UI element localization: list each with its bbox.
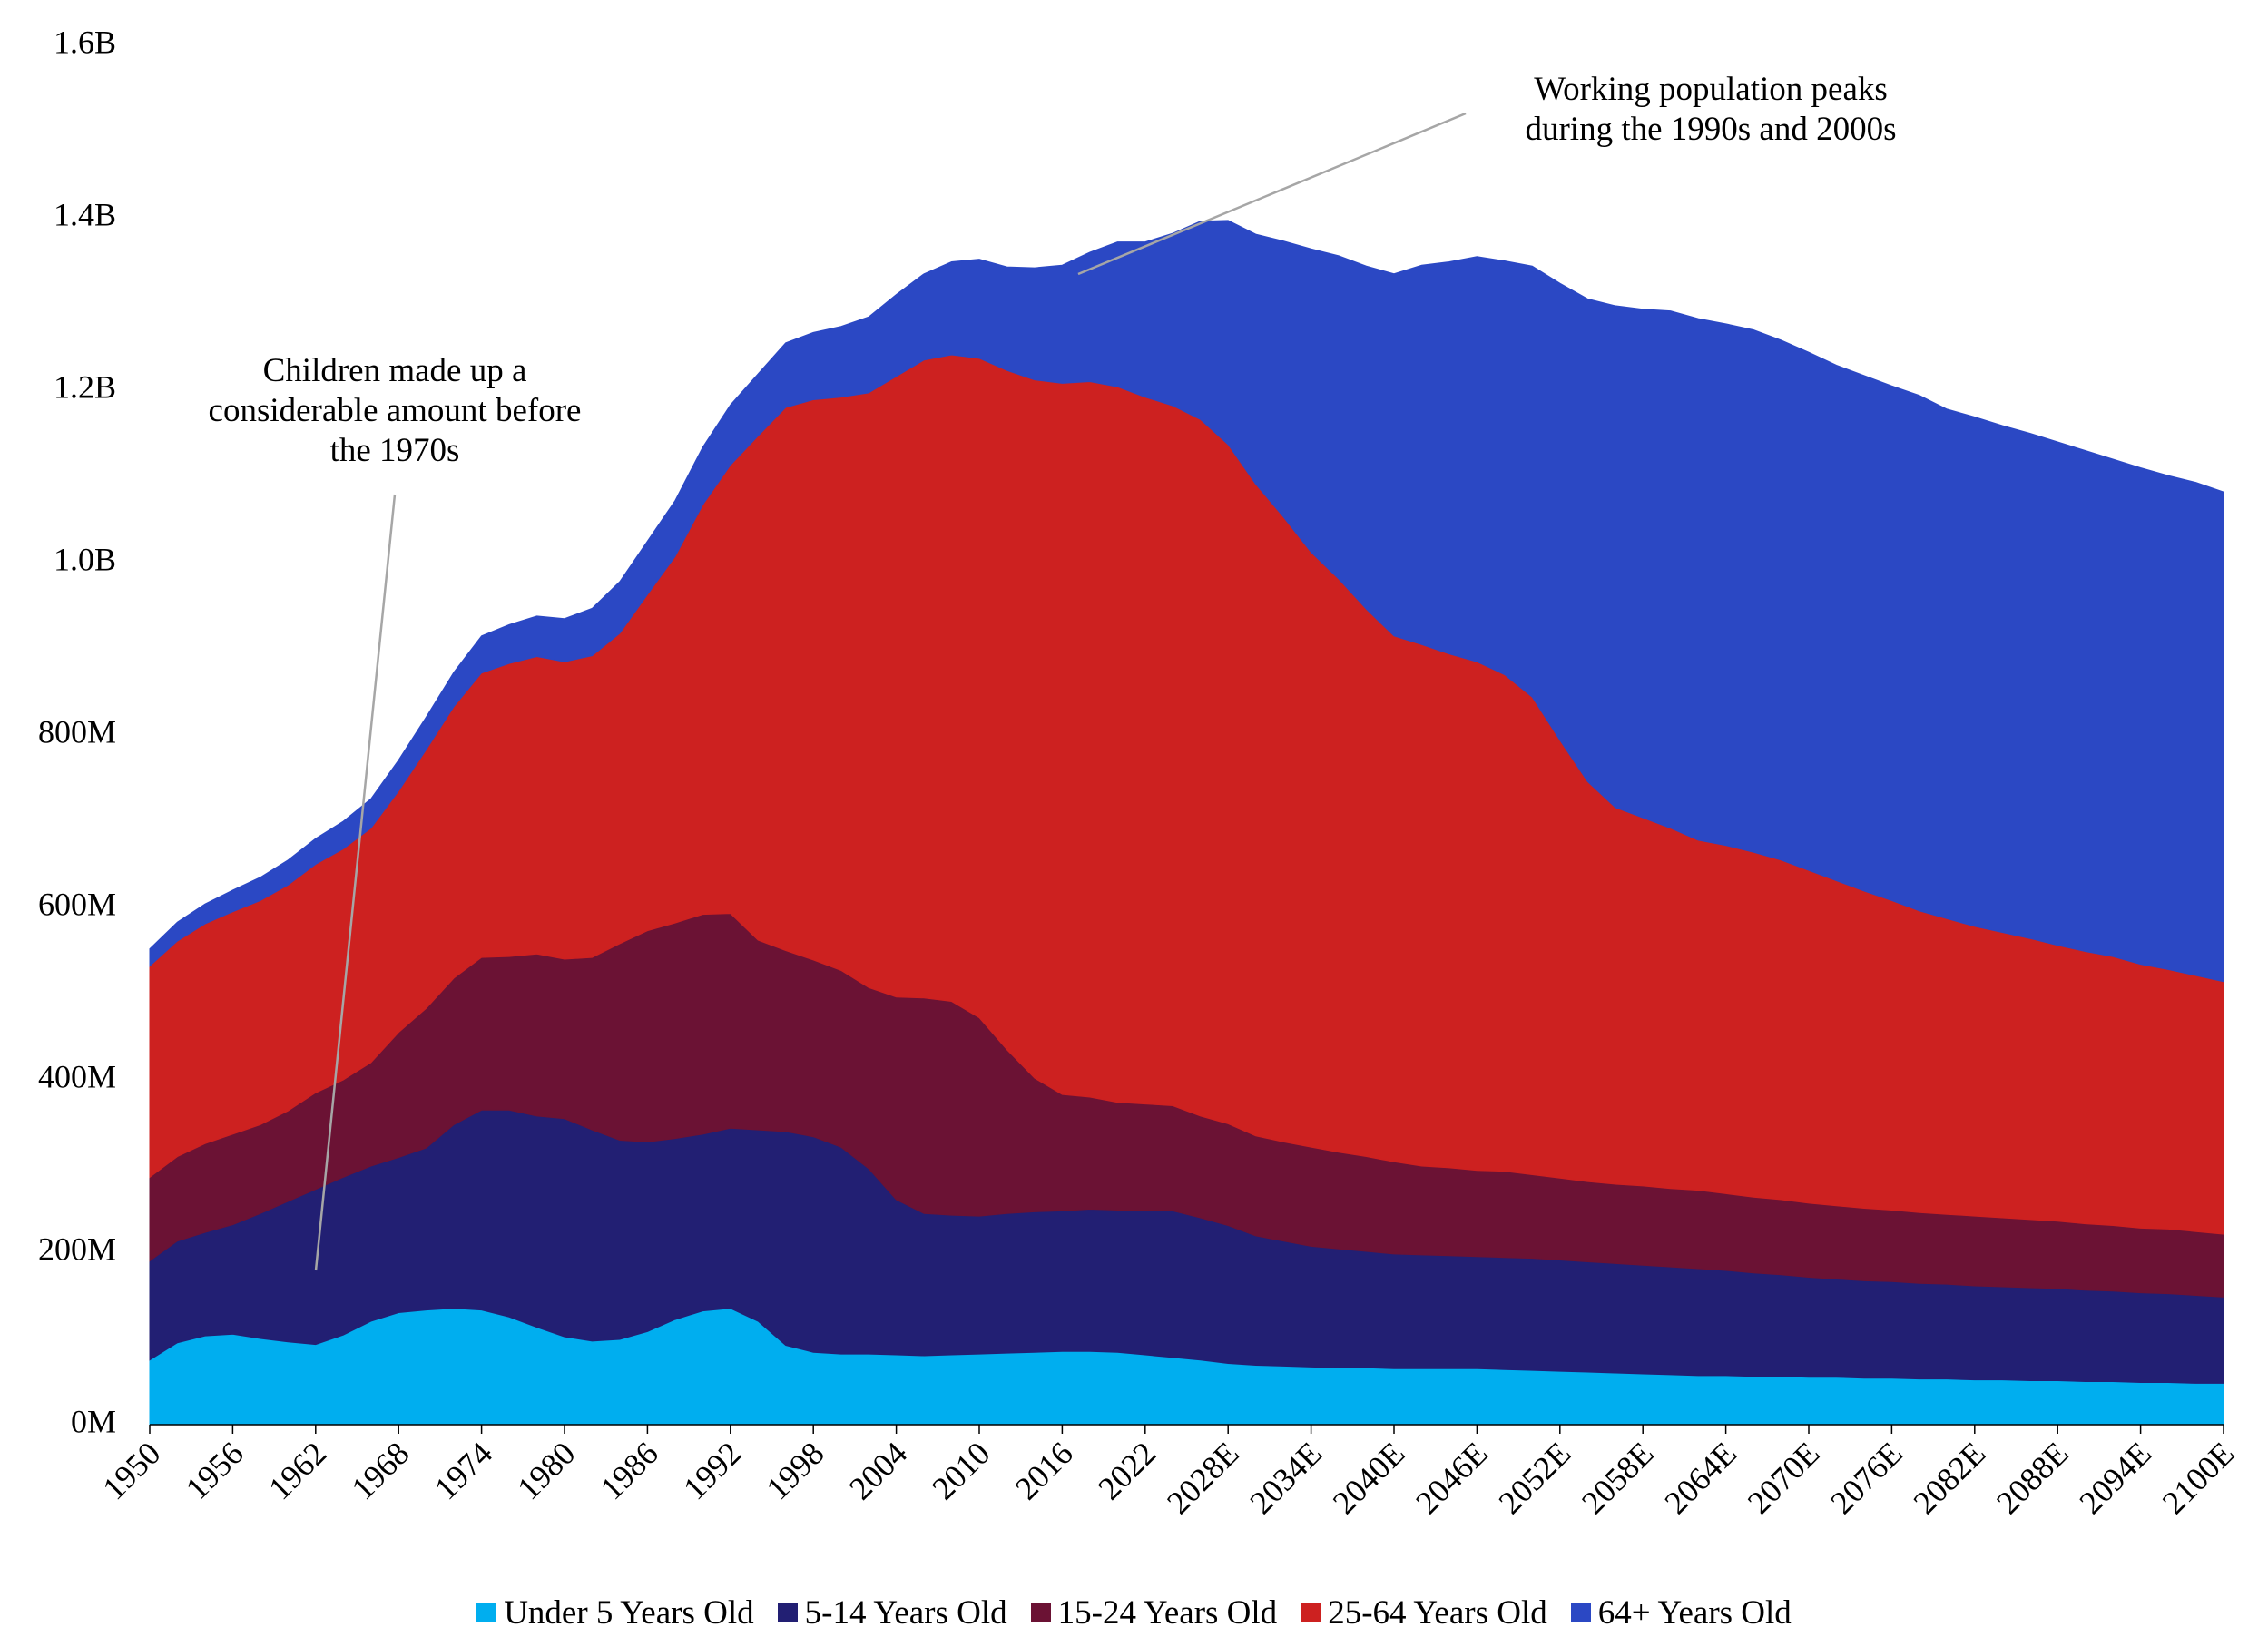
y-tick-label: 200M: [38, 1230, 116, 1267]
annotation-leader-line-children: [314, 494, 397, 1271]
y-tick-label: 1.6B: [54, 24, 116, 60]
annotations: Working population peaks during the 1990s…: [209, 71, 1897, 1271]
legend-swatch: [777, 1603, 798, 1622]
annotation-leader-line-working: [1077, 112, 1467, 276]
x-tick-label: 2028E: [1160, 1435, 1246, 1521]
x-tick-label: 1992: [676, 1435, 748, 1506]
x-tick-label: 2052E: [1492, 1435, 1578, 1521]
x-tick-label: 1962: [261, 1435, 333, 1506]
legend-swatch: [1301, 1603, 1321, 1622]
legend-label: 25-64 Years Old: [1328, 1593, 1547, 1632]
annotation-line: during the 1990s and 2000s: [1525, 111, 1896, 148]
x-tick-label: 2040E: [1326, 1435, 1412, 1521]
legend-item-1: 5-14 Years Old: [777, 1593, 1007, 1632]
y-tick-label: 600M: [38, 886, 116, 922]
x-tick-label: 1950: [95, 1435, 167, 1506]
y-tick-label: 800M: [38, 713, 116, 750]
y-axis-ticks: 0M 200M 400M 600M 800M 1.0B 1.2B 1.4B 1.6B: [38, 24, 116, 1439]
annotation-working-population: Working population peaks during the 1990s…: [1525, 71, 1896, 148]
x-tick-label: 2016: [1008, 1435, 1080, 1506]
x-tick-label: 2070E: [1741, 1435, 1827, 1521]
legend-item-0: Under 5 Years Old: [476, 1593, 754, 1632]
annotation-children: Children made up a considerable amount be…: [209, 352, 582, 469]
x-tick-label: 1986: [594, 1435, 665, 1506]
legend-item-3: 25-64 Years Old: [1301, 1593, 1547, 1632]
x-tick-label: 2064E: [1657, 1435, 1743, 1521]
x-tick-label: 2058E: [1575, 1435, 1661, 1521]
x-tick-label: 2094E: [2072, 1435, 2158, 1521]
stacked-areas: [149, 220, 2224, 1426]
y-tick-label: 1.4B: [54, 196, 116, 232]
area-series-4: [149, 220, 2224, 983]
annotation-line: the 1970s: [330, 432, 460, 469]
x-tick-label: 2004: [842, 1435, 914, 1506]
legend-swatch: [476, 1603, 497, 1622]
legend-item-2: 15-24 Years Old: [1030, 1593, 1278, 1632]
y-tick-label: 0M: [71, 1403, 116, 1439]
legend-label: 64+ Years Old: [1597, 1593, 1792, 1632]
x-tick-label: 1998: [760, 1435, 831, 1506]
x-tick-label: 2022: [1091, 1435, 1163, 1506]
y-tick-label: 1.2B: [54, 368, 116, 405]
chart-legend: Under 5 Years Old 5-14 Years Old 15-24 Yea…: [0, 1590, 2268, 1635]
y-tick-label: 1.0B: [54, 541, 116, 577]
x-tick-label: 2034E: [1242, 1435, 1329, 1521]
legend-swatch: [1570, 1603, 1591, 1622]
x-tick-label: 2082E: [1907, 1435, 1993, 1521]
annotation-line: Children made up a: [263, 352, 527, 389]
x-tick-label: 1974: [427, 1435, 499, 1506]
annotation-line: considerable amount before: [209, 392, 582, 429]
x-tick-label: 1956: [179, 1435, 250, 1506]
legend-swatch: [1030, 1603, 1051, 1622]
x-axis-ticks: 1950 1956 1962 1968 1974 1980 1986 1992 1998 2004…: [95, 1425, 2242, 1521]
y-tick-label: 400M: [38, 1058, 116, 1094]
x-tick-label: 2088E: [1989, 1435, 2076, 1521]
x-tick-label: 1968: [345, 1435, 417, 1506]
x-tick-label: 1980: [510, 1435, 582, 1506]
x-tick-label: 2046E: [1409, 1435, 1495, 1521]
annotation-line: Working population peaks: [1534, 71, 1888, 108]
legend-label: 5-14 Years Old: [804, 1593, 1007, 1632]
legend-label: Under 5 Years Old: [504, 1593, 754, 1632]
x-tick-label: 2100E: [2155, 1435, 2242, 1521]
x-tick-label: 2010: [925, 1435, 997, 1506]
legend-label: 15-24 Years Old: [1057, 1593, 1278, 1632]
legend-item-4: 64+ Years Old: [1570, 1593, 1792, 1632]
x-tick-label: 2076E: [1823, 1435, 1910, 1521]
